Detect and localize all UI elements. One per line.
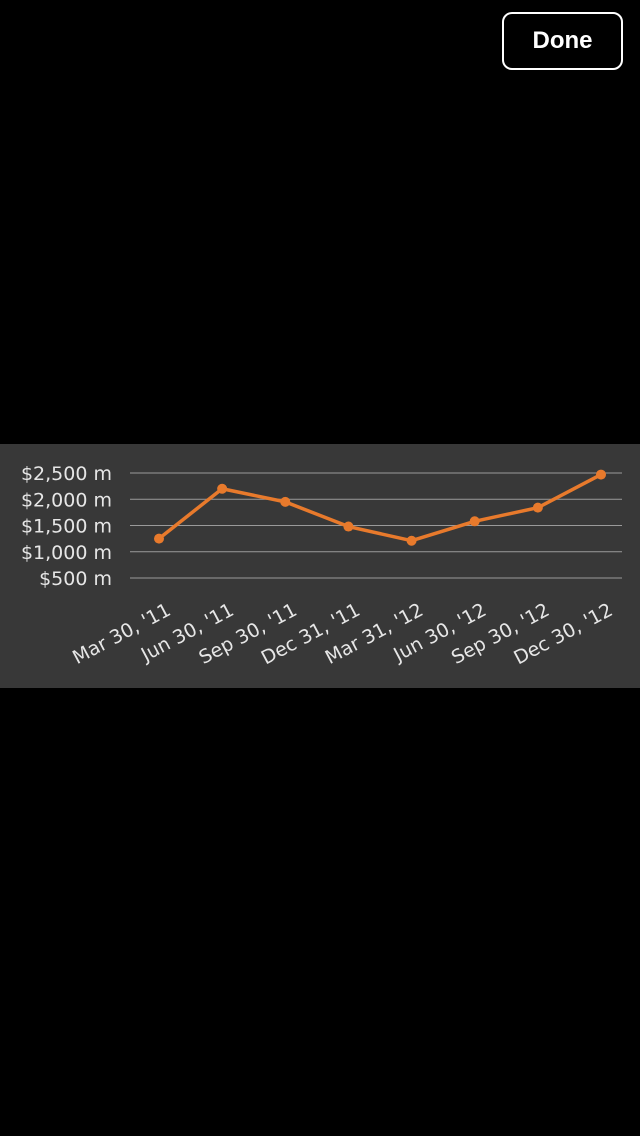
data-point [154, 533, 164, 544]
y-tick-label: $2,000 m [21, 489, 112, 511]
data-point [217, 483, 228, 494]
data-points [154, 469, 606, 546]
grid-lines [130, 472, 622, 579]
done-button[interactable]: Done [502, 12, 623, 70]
data-point [596, 469, 606, 480]
series-line [157, 473, 602, 543]
y-tick-label: $2,500 m [21, 463, 112, 485]
revenue-line-chart: $2,500 m $2,000 m $1,500 m $1,000 m $500 m M… [21, 463, 622, 669]
y-tick-label: $1,000 m [21, 542, 112, 564]
data-point [469, 516, 480, 527]
data-point [280, 496, 291, 507]
y-axis-tick-labels: $2,500 m $2,000 m $1,500 m $1,000 m $500 m [21, 463, 112, 590]
data-point [406, 535, 417, 546]
y-tick-label: $500 m [39, 568, 112, 590]
data-point [343, 521, 354, 532]
chart-panel: $2,500 m $2,000 m $1,500 m $1,000 m $500 m M… [0, 444, 640, 688]
y-tick-label: $1,500 m [21, 516, 112, 538]
series-line-group [157, 473, 602, 543]
data-point [532, 502, 543, 513]
